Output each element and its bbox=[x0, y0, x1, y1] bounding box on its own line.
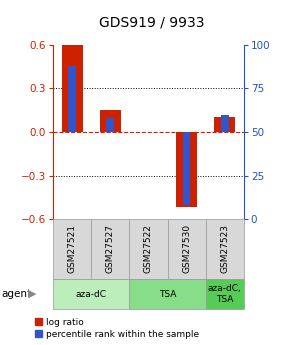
Bar bbox=[129, 219, 168, 279]
Text: GDS919 / 9933: GDS919 / 9933 bbox=[99, 16, 204, 30]
Bar bbox=[168, 219, 206, 279]
Text: aza-dC: aza-dC bbox=[76, 289, 107, 299]
Bar bbox=[221, 115, 229, 132]
Text: TSA: TSA bbox=[159, 289, 176, 299]
Bar bbox=[214, 117, 235, 132]
Text: GSM27527: GSM27527 bbox=[106, 224, 115, 273]
Text: GSM27521: GSM27521 bbox=[68, 224, 77, 273]
Bar bbox=[206, 219, 244, 279]
Text: GSM27522: GSM27522 bbox=[144, 224, 153, 273]
Bar bbox=[100, 110, 121, 132]
Bar bbox=[206, 279, 244, 309]
Bar bbox=[91, 219, 129, 279]
Bar bbox=[106, 118, 114, 132]
Bar bbox=[68, 66, 76, 132]
Bar bbox=[53, 279, 129, 309]
Bar bbox=[53, 219, 91, 279]
Bar bbox=[129, 279, 206, 309]
Bar bbox=[176, 132, 197, 207]
Text: GSM27523: GSM27523 bbox=[220, 224, 229, 273]
Text: ▶: ▶ bbox=[28, 289, 36, 299]
Text: GSM27530: GSM27530 bbox=[182, 224, 191, 273]
Text: aza-dC,
TSA: aza-dC, TSA bbox=[208, 284, 242, 304]
Bar bbox=[62, 45, 83, 132]
Bar bbox=[183, 132, 191, 205]
Legend: log ratio, percentile rank within the sample: log ratio, percentile rank within the sa… bbox=[35, 318, 199, 339]
Text: agent: agent bbox=[2, 289, 32, 299]
